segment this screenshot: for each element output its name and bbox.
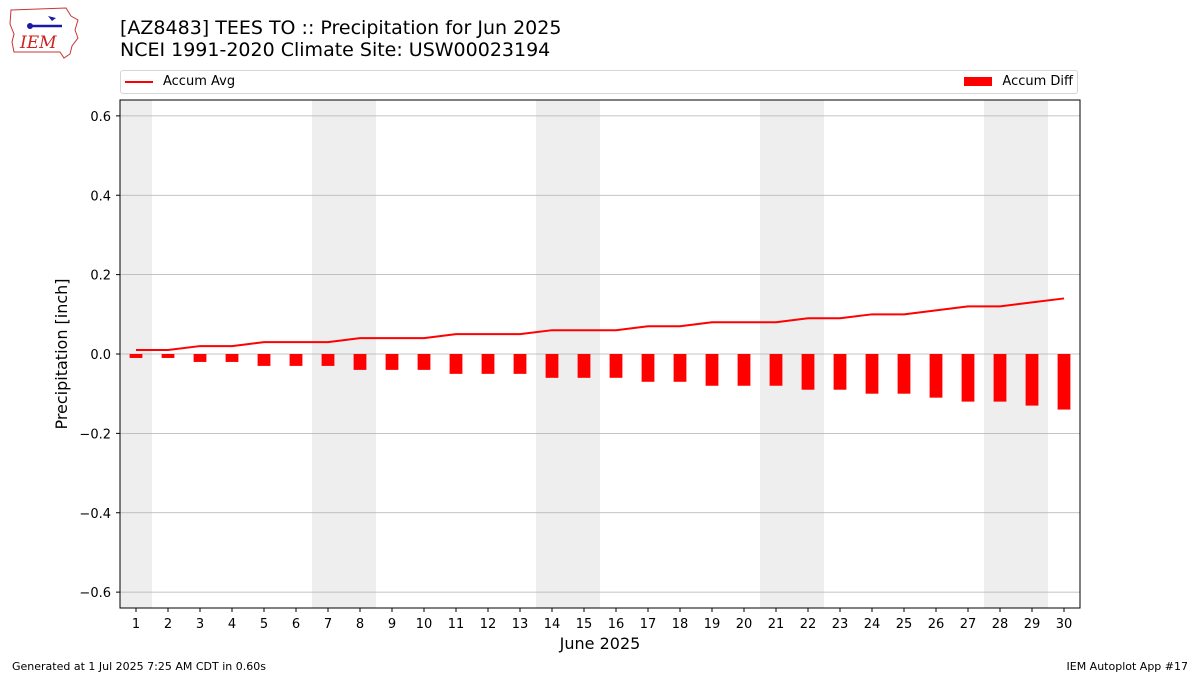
x-tick-label: 13: [512, 617, 529, 632]
x-tick-label: 8: [356, 617, 364, 632]
legend-item-diff: Accum Diff: [964, 74, 1073, 89]
chart-title-line2: NCEI 1991-2020 Climate Site: USW00023194: [120, 39, 551, 61]
iowa-outline-shape: [9, 7, 79, 59]
x-tick-label: 22: [800, 617, 817, 632]
diff-bar: [993, 354, 1007, 402]
diff-bar: [449, 354, 463, 374]
x-tick-label: 7: [324, 617, 332, 632]
legend-item-avg: Accum Avg: [125, 74, 235, 89]
x-tick-label: 25: [896, 617, 913, 632]
y-tick-label: 0.6: [90, 110, 111, 125]
diff-bar: [897, 354, 911, 394]
diff-bar: [801, 354, 815, 390]
diff-bar: [289, 354, 303, 366]
x-tick-label: 17: [640, 617, 657, 632]
avg-line-group: [136, 297, 1065, 352]
diff-bar: [161, 354, 175, 358]
x-tick-label: 27: [960, 617, 977, 632]
avg-line: [136, 297, 1065, 352]
diff-bar: [513, 354, 527, 374]
footer-generated: Generated at 1 Jul 2025 7:25 AM CDT in 0…: [12, 660, 266, 673]
x-tick-label: 12: [480, 617, 497, 632]
diff-bar: [737, 354, 751, 386]
diff-bar: [833, 354, 847, 390]
diff-bar: [545, 354, 559, 378]
x-tick-label: 2: [164, 617, 172, 632]
x-tick-label: 20: [736, 617, 753, 632]
axes: −0.6−0.4−0.20.00.20.40.61 2 3 4 5 6 7 8 9 10 11 12 1…: [52, 99, 1081, 653]
x-tick-label: 9: [388, 617, 396, 632]
x-tick-label: 24: [864, 617, 881, 632]
diff-bar: [865, 354, 879, 394]
logo-text: IEM: [19, 33, 57, 53]
x-tick-label: 10: [416, 617, 433, 632]
diff-bar: [225, 354, 239, 362]
diff-bar: [1025, 354, 1039, 406]
y-tick-label: 0.2: [90, 269, 111, 284]
x-tick-label: 14: [544, 617, 561, 632]
chart-title: [AZ8483] TEES TO :: Precipitation for Ju…: [120, 17, 561, 61]
x-tick-label: 5: [260, 617, 268, 632]
chart-title-line1: [AZ8483] TEES TO :: Precipitation for Ju…: [120, 17, 562, 39]
diff-bar: [353, 354, 367, 370]
plot-frame: [119, 99, 1081, 609]
diff-bar: [481, 354, 495, 374]
y-tick-label: −0.6: [79, 586, 111, 601]
diff-bar: [193, 354, 207, 362]
iem-logo: IEM: [9, 7, 79, 59]
diff-bar: [641, 354, 655, 382]
x-tick-label: 3: [196, 617, 204, 632]
y-axis-label: Precipitation [inch]: [52, 278, 71, 429]
logo-bird-icon: [48, 16, 56, 21]
diff-bar: [385, 354, 399, 370]
legend-bar-swatch: [964, 77, 993, 86]
diff-bar: [321, 354, 335, 366]
x-tick-label: 28: [992, 617, 1009, 632]
x-tick-label: 4: [228, 617, 236, 632]
diff-bar: [961, 354, 975, 402]
diff-bar: [929, 354, 943, 398]
y-tick-label: −0.2: [79, 427, 111, 442]
x-tick-label: 1: [132, 617, 140, 632]
x-axis-label: June 2025: [559, 634, 641, 653]
x-tick-label: 6: [292, 617, 300, 632]
y-tick-label: 0.0: [90, 348, 111, 363]
diff-bar: [129, 354, 143, 358]
x-tick-label: 19: [704, 617, 721, 632]
legend-label-diff: Accum Diff: [1002, 74, 1073, 89]
x-tick-label: 15: [576, 617, 593, 632]
x-tick-label: 21: [768, 617, 785, 632]
diff-bar: [609, 354, 623, 378]
diff-bar: [1057, 354, 1071, 410]
diff-bar: [705, 354, 719, 386]
y-tick-label: −0.4: [79, 507, 111, 522]
x-tick-label: 16: [608, 617, 625, 632]
x-tick-label: 23: [832, 617, 849, 632]
x-tick-label: 30: [1056, 617, 1073, 632]
diff-bar: [577, 354, 591, 378]
footer-app: IEM Autoplot App #17: [1066, 660, 1189, 673]
y-tick-label: 0.4: [90, 189, 111, 204]
x-tick-label: 26: [928, 617, 945, 632]
x-tick-label: 11: [448, 617, 465, 632]
logo-dot-icon: [27, 23, 33, 29]
diff-bar: [673, 354, 687, 382]
legend-label-avg: Accum Avg: [163, 74, 236, 89]
x-tick-label: 18: [672, 617, 689, 632]
legend-line-swatch: [125, 80, 153, 83]
legend: Accum Avg Accum Diff: [120, 70, 1078, 94]
x-tick-label: 29: [1024, 617, 1041, 632]
diff-bars: [129, 354, 1071, 410]
diff-bar: [769, 354, 783, 386]
grid-lines: [120, 115, 1080, 593]
diff-bar: [257, 354, 271, 366]
diff-bar: [417, 354, 431, 370]
